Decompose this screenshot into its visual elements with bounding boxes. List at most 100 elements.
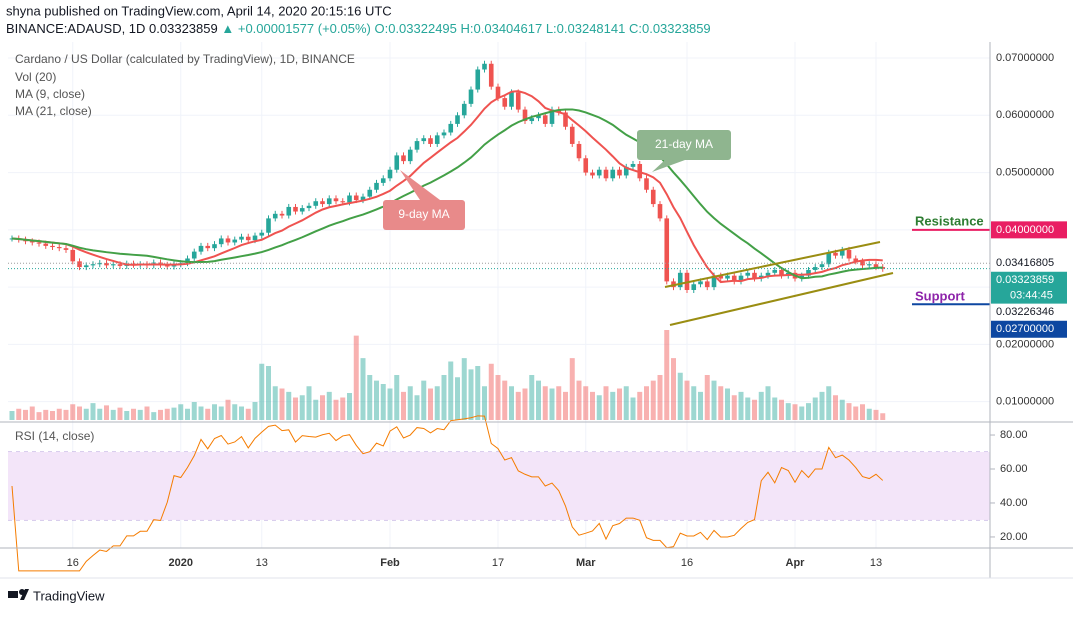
volume-bar bbox=[171, 407, 177, 420]
candle bbox=[731, 275, 737, 282]
marks bbox=[8, 60, 990, 572]
candle bbox=[360, 196, 366, 201]
candle bbox=[590, 172, 595, 176]
candle bbox=[853, 258, 859, 262]
volume-bar bbox=[880, 413, 886, 420]
candle bbox=[711, 275, 717, 288]
volume-bar bbox=[873, 409, 879, 420]
volume-bar bbox=[590, 391, 595, 420]
candle bbox=[56, 247, 62, 249]
candle bbox=[387, 169, 393, 179]
x-tick-label: Apr bbox=[786, 557, 806, 569]
volume-bar bbox=[448, 361, 454, 420]
volume-bar bbox=[205, 408, 211, 420]
volume-bar bbox=[178, 404, 184, 420]
candle bbox=[448, 123, 454, 133]
candle bbox=[806, 269, 811, 276]
volume-bar bbox=[266, 366, 271, 420]
price-label-bg bbox=[991, 303, 1067, 321]
volume-bar bbox=[569, 358, 575, 420]
candle bbox=[414, 141, 420, 150]
candle bbox=[482, 63, 487, 70]
candle bbox=[245, 236, 251, 241]
candle bbox=[421, 138, 427, 142]
volume-bar bbox=[380, 384, 386, 420]
candle bbox=[779, 269, 784, 276]
volume-bar bbox=[461, 358, 467, 420]
channel-lower bbox=[669, 272, 894, 326]
volume-bar bbox=[779, 399, 784, 420]
volume-bar bbox=[515, 391, 521, 420]
volume-bar bbox=[50, 411, 55, 420]
candle bbox=[313, 201, 319, 206]
last-price: 0.03323859 bbox=[149, 21, 218, 36]
candle bbox=[752, 272, 757, 279]
candle bbox=[110, 264, 116, 266]
volume-bar bbox=[657, 375, 663, 420]
logo-mark bbox=[20, 589, 29, 600]
candle bbox=[306, 205, 312, 209]
candle bbox=[529, 118, 535, 122]
candle bbox=[502, 98, 508, 107]
candle bbox=[326, 198, 332, 205]
volume-bar bbox=[819, 391, 825, 420]
ma9-annotation: 9-day MA bbox=[398, 207, 449, 221]
volume-bar bbox=[185, 408, 190, 420]
ohlc-line: BINANCE:ADAUSD, 1D 0.03323859 ▲ +0.00001… bbox=[6, 21, 711, 36]
candle bbox=[536, 115, 541, 119]
volume-bar bbox=[320, 395, 325, 420]
candle bbox=[347, 195, 352, 203]
volume-bar bbox=[542, 386, 548, 420]
candle bbox=[576, 143, 582, 159]
x-tick-label: 13 bbox=[256, 557, 268, 569]
candle bbox=[718, 275, 724, 279]
volume-bar bbox=[475, 366, 481, 420]
volume-bar bbox=[232, 404, 238, 420]
candle bbox=[583, 158, 589, 173]
candle bbox=[434, 135, 440, 144]
volume-bar bbox=[583, 386, 589, 420]
volume-bar bbox=[630, 397, 636, 420]
volume-bar bbox=[860, 404, 865, 420]
candle bbox=[83, 265, 89, 268]
volume-bar bbox=[286, 391, 292, 420]
candle bbox=[104, 263, 109, 266]
volume-bar bbox=[522, 388, 528, 420]
volume-bar bbox=[495, 375, 501, 420]
price-label-bg bbox=[991, 254, 1067, 272]
candle bbox=[819, 264, 825, 268]
candle bbox=[569, 126, 575, 144]
candle bbox=[63, 248, 69, 250]
volume-bar bbox=[806, 403, 811, 420]
candle bbox=[522, 109, 528, 122]
volume-bar bbox=[677, 372, 683, 420]
candle bbox=[650, 189, 656, 205]
volume-bar bbox=[617, 388, 622, 420]
volume-bar bbox=[536, 380, 541, 420]
y-tick-label: 0.07000000 bbox=[996, 52, 1054, 64]
candle bbox=[340, 201, 346, 203]
candle bbox=[644, 178, 649, 190]
ma9-box bbox=[383, 200, 465, 230]
x-tick-label: 16 bbox=[67, 557, 79, 569]
candle bbox=[401, 155, 406, 162]
candle bbox=[259, 232, 265, 236]
candle bbox=[745, 272, 751, 276]
volume-bar bbox=[360, 358, 366, 420]
candle bbox=[333, 198, 339, 202]
candle bbox=[617, 169, 622, 176]
volume-bar bbox=[252, 402, 258, 420]
volume-bar bbox=[455, 377, 460, 420]
price-label: 0.04000000 bbox=[996, 224, 1054, 236]
candle bbox=[563, 112, 568, 127]
volume-bar bbox=[43, 409, 49, 420]
axis-labels: 0.010000000.020000000.030000000.04000000… bbox=[67, 52, 1067, 569]
x-tick-label: 17 bbox=[492, 557, 504, 569]
volume-bar bbox=[144, 406, 150, 420]
candle bbox=[320, 201, 325, 205]
candle bbox=[428, 138, 433, 144]
candle bbox=[293, 206, 298, 212]
publisher: shyna published on TradingView.com, Apri… bbox=[6, 3, 392, 18]
rsi-title: RSI (14, close) bbox=[15, 429, 94, 443]
